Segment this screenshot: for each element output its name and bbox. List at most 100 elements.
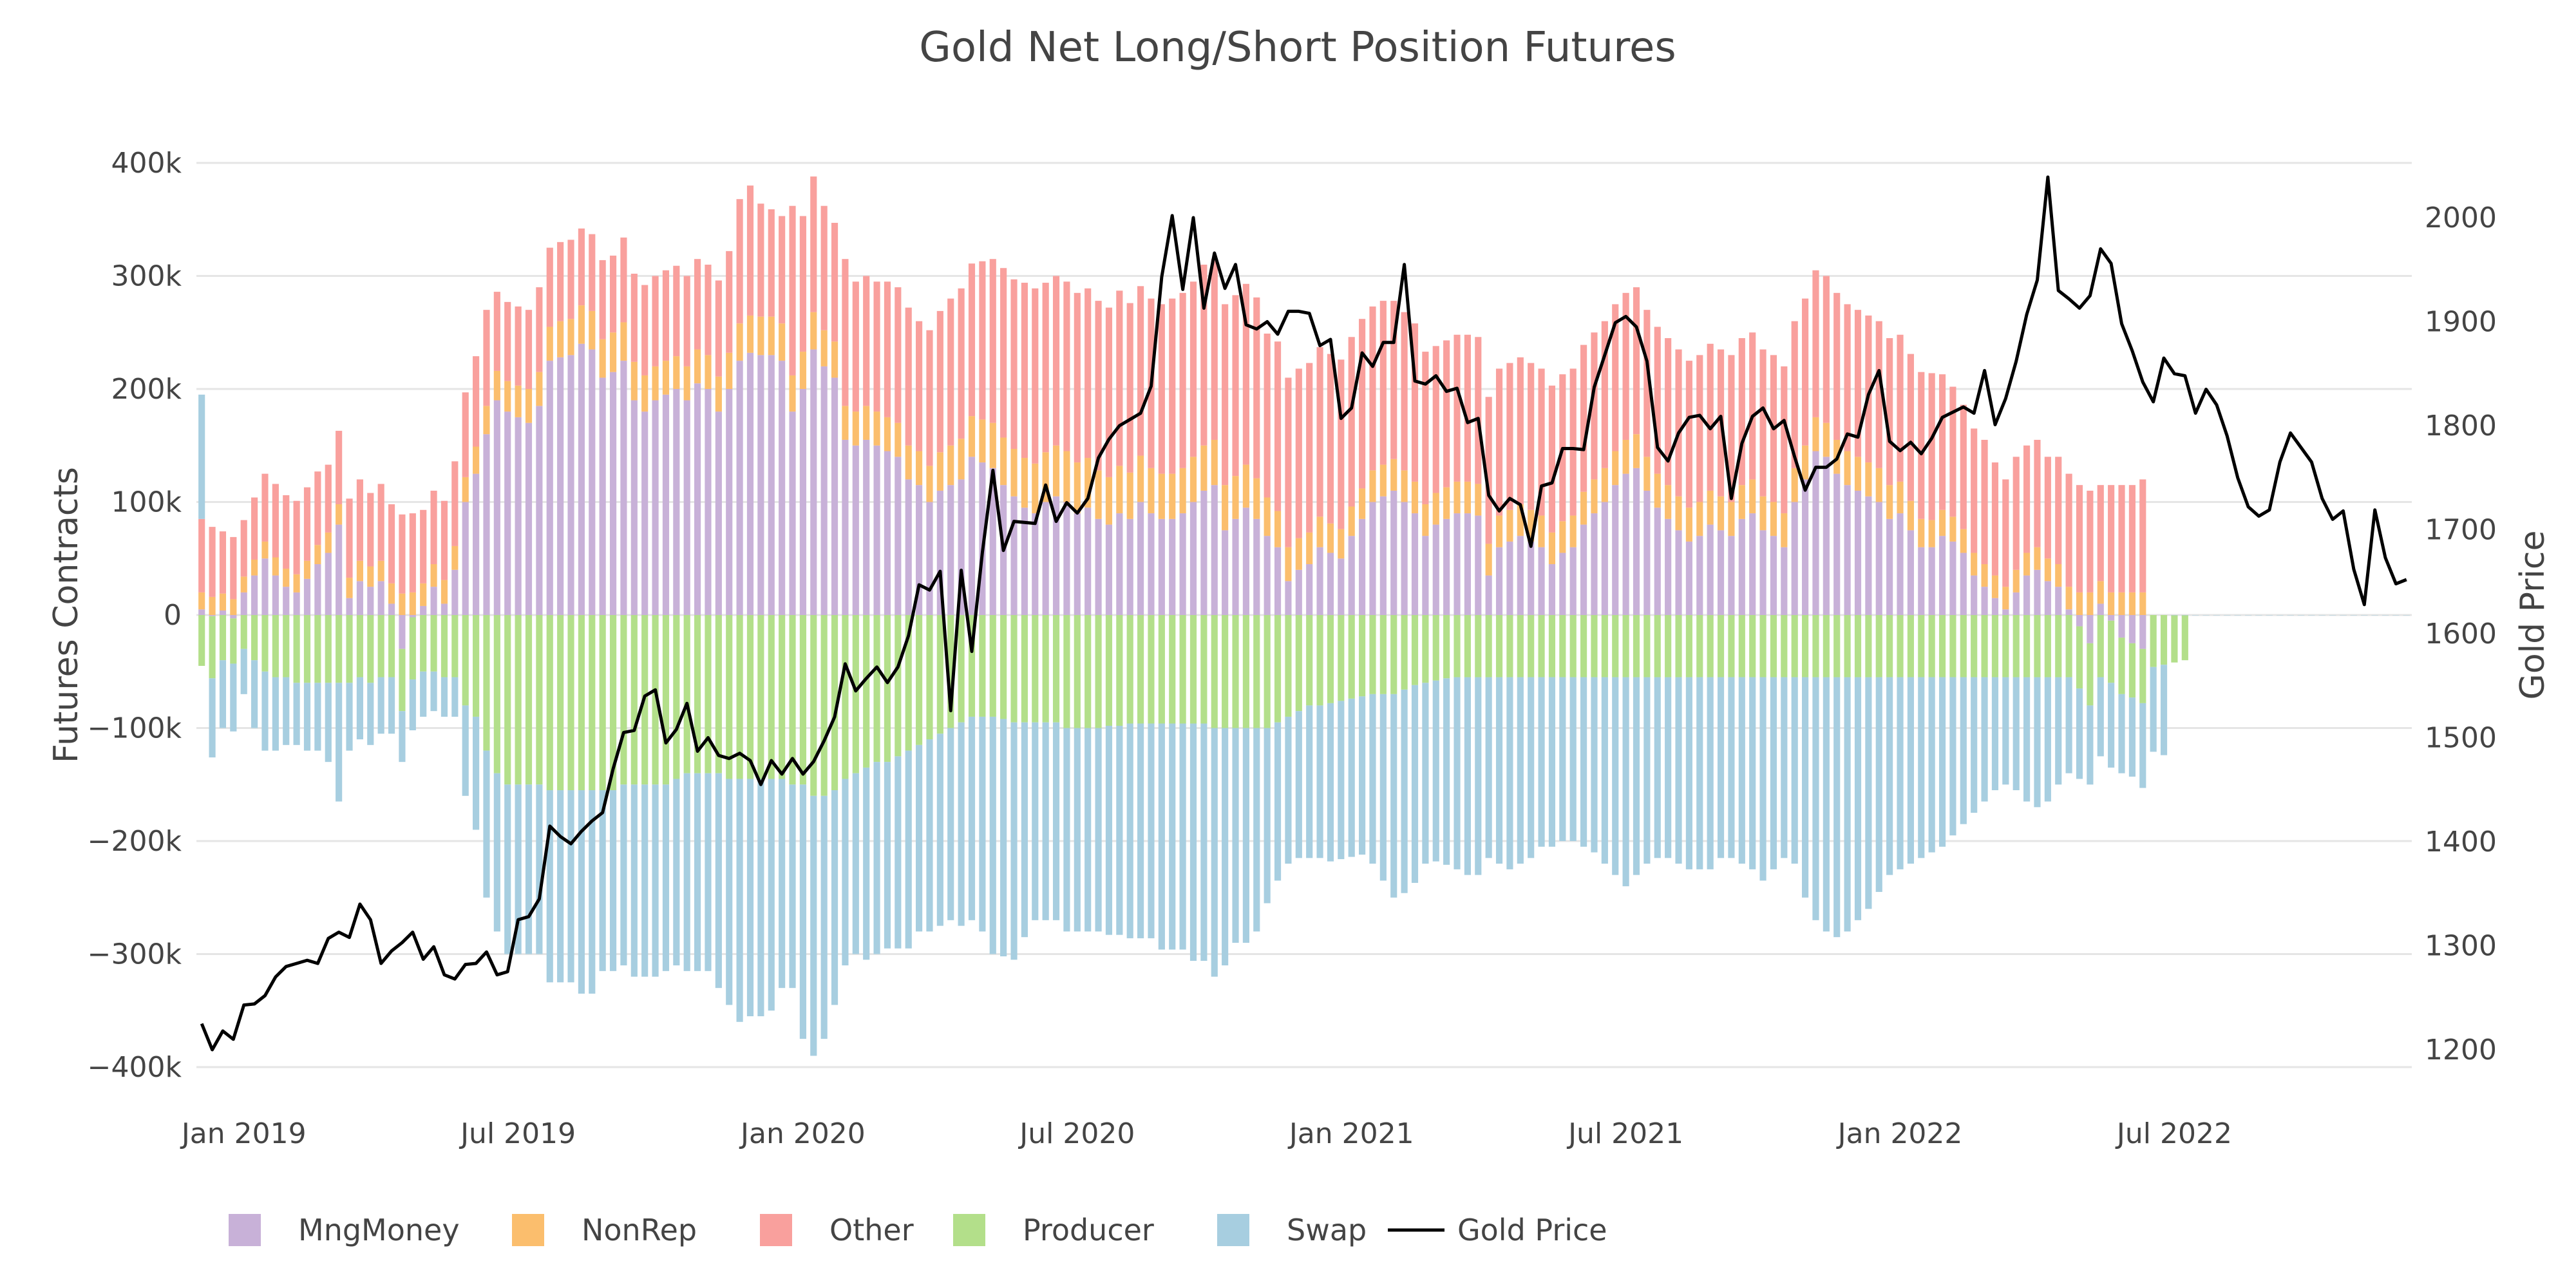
bar-nonrep — [1211, 439, 1218, 486]
bar-producer — [1728, 615, 1735, 677]
bar-nonrep — [1528, 509, 1535, 542]
bar-other — [303, 487, 311, 561]
bar-other — [251, 497, 258, 560]
bar-swap — [1485, 677, 1492, 858]
bar-other — [1918, 372, 1925, 519]
bar-swap — [1000, 719, 1007, 957]
bar-swap — [1802, 677, 1809, 898]
bar-producer — [884, 615, 891, 762]
bar-nonrep — [293, 574, 300, 592]
bar-producer — [979, 615, 986, 717]
bar-mngmoney — [630, 400, 638, 615]
bar-swap — [694, 773, 701, 971]
bars-layer — [198, 176, 2410, 1056]
bar-mngmoney — [1422, 536, 1429, 615]
bar-swap — [1454, 677, 1461, 869]
bar-swap — [1242, 728, 1249, 943]
bar-other — [2012, 457, 2020, 570]
bar-swap — [2097, 677, 2104, 757]
bar-mngmoney — [1411, 513, 1419, 615]
bar-swap — [2076, 688, 2083, 779]
bar-mngmoney — [1359, 518, 1366, 615]
bar-mngmoney — [936, 490, 943, 615]
bar-other — [1316, 347, 1323, 517]
bar-other — [1116, 290, 1123, 466]
legend-item[interactable]: MngMoney — [229, 1213, 460, 1247]
bar-producer — [2065, 615, 2072, 677]
bar-producer — [2181, 615, 2188, 661]
bar-producer — [2171, 615, 2178, 663]
bar-mngmoney — [1802, 479, 1809, 615]
bar-producer — [1348, 615, 1355, 699]
bar-swap — [546, 790, 553, 983]
bar-swap — [1528, 677, 1535, 858]
bar-nonrep — [947, 445, 954, 486]
bar-swap — [2255, 615, 2262, 616]
bar-mngmoney — [1707, 524, 1714, 615]
y-tick-label: 100k — [111, 486, 182, 519]
bar-producer — [1643, 615, 1651, 677]
bar-other — [240, 520, 247, 577]
bar-nonrep — [1390, 459, 1397, 491]
bar-other — [1675, 349, 1682, 497]
bar-nonrep — [1665, 485, 1672, 519]
bar-producer — [1654, 615, 1661, 677]
y-tick-label: −200k — [88, 825, 182, 858]
bar-mngmoney — [1274, 547, 1282, 615]
bar-producer — [2097, 615, 2104, 677]
bar-producer — [1717, 615, 1725, 677]
bar-swap — [557, 790, 564, 983]
bar-mngmoney — [2065, 609, 2072, 615]
bar-mngmoney — [1559, 553, 1566, 615]
bar-mngmoney — [1021, 507, 1028, 615]
bar-swap — [905, 750, 912, 949]
bar-mngmoney — [2087, 615, 2094, 643]
bar-producer — [947, 615, 954, 728]
bar-nonrep — [1495, 515, 1503, 547]
bar-swap — [1411, 685, 1419, 883]
bar-other — [1622, 292, 1629, 440]
bar-other — [2097, 485, 2104, 582]
bar-swap — [2044, 677, 2051, 802]
bar-nonrep — [936, 452, 943, 491]
legend-item[interactable]: Gold Price — [1388, 1213, 1607, 1247]
bar-producer — [779, 615, 786, 779]
bar-swap — [820, 795, 828, 1039]
legend-item[interactable]: Other — [760, 1213, 914, 1247]
bar-swap — [1232, 728, 1239, 943]
bar-swap — [1949, 677, 1956, 836]
bar-mngmoney — [1443, 518, 1450, 615]
bar-nonrep — [1179, 468, 1186, 514]
bar-nonrep — [1738, 485, 1745, 519]
legend-item[interactable]: Swap — [1217, 1213, 1367, 1247]
y-tick-label: 0 — [164, 599, 182, 632]
bar-nonrep — [1918, 518, 1925, 547]
bar-mngmoney — [1791, 502, 1798, 615]
bar-swap — [1179, 723, 1186, 950]
bar-nonrep — [979, 419, 986, 463]
bar-other — [884, 281, 891, 417]
bar-other — [630, 273, 638, 362]
bar-mngmoney — [989, 468, 996, 615]
bar-mngmoney — [2055, 587, 2062, 615]
bar-nonrep — [1084, 458, 1092, 508]
bar-nonrep — [261, 541, 269, 559]
bar-mngmoney — [1264, 536, 1271, 615]
bar-swap — [1116, 725, 1123, 935]
bar-other — [409, 513, 416, 592]
bar-nonrep — [1844, 451, 1851, 486]
bar-swap — [2171, 615, 2178, 616]
bar-mngmoney — [2108, 615, 2115, 621]
y-tick-label: 200k — [111, 373, 182, 406]
bar-producer — [1981, 615, 1988, 677]
bar-other — [1084, 288, 1092, 459]
legend-item[interactable]: Producer — [953, 1213, 1154, 1247]
bar-other — [1010, 279, 1018, 450]
bar-swap — [1348, 698, 1355, 857]
bar-other — [1189, 281, 1197, 457]
bar-nonrep — [1728, 502, 1735, 536]
bar-nonrep — [1401, 470, 1408, 502]
legend-item[interactable]: NonRep — [512, 1213, 697, 1247]
bar-nonrep — [388, 583, 395, 604]
bar-other — [1580, 345, 1587, 492]
